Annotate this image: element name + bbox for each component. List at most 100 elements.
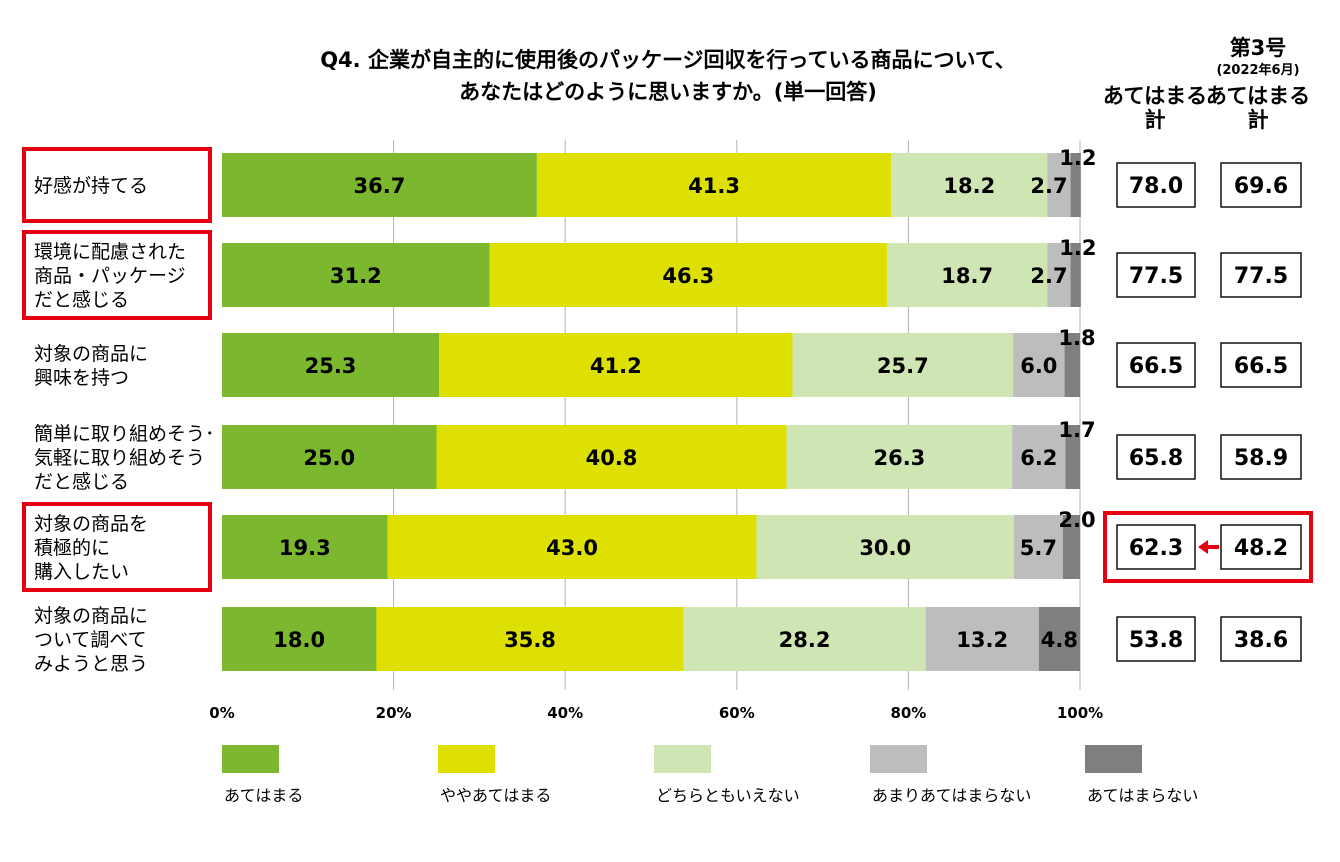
bar-segment bbox=[786, 425, 1013, 489]
data-label: 18.7 bbox=[941, 264, 993, 288]
data-label: 25.0 bbox=[303, 446, 355, 470]
legend-swatch bbox=[870, 745, 927, 773]
category-label: 商品・パッケージ bbox=[34, 265, 186, 287]
x-tick-label: 100% bbox=[1057, 704, 1103, 722]
highlight-box bbox=[22, 502, 212, 592]
bar-segment bbox=[376, 607, 684, 671]
current-total-value: 78.0 bbox=[1129, 174, 1183, 199]
data-label: 46.3 bbox=[662, 264, 714, 288]
data-label: 25.7 bbox=[877, 354, 929, 378]
data-label: 36.7 bbox=[354, 174, 406, 198]
highlight-box bbox=[22, 147, 212, 223]
current-total-value: 77.5 bbox=[1129, 264, 1183, 289]
x-tick-label: 60% bbox=[719, 704, 755, 722]
bar-segment bbox=[756, 515, 1014, 579]
legend-swatch bbox=[222, 745, 279, 773]
category-label: 環境に配慮された bbox=[34, 241, 186, 263]
highlight-box bbox=[1103, 511, 1313, 583]
bar-segment bbox=[1012, 425, 1066, 489]
prev-issue-label: 第3号 bbox=[1230, 36, 1287, 60]
current-total-box bbox=[1116, 434, 1196, 480]
bar-segment bbox=[1065, 425, 1080, 489]
x-tick-label: 0% bbox=[209, 704, 234, 722]
x-axis-ticks: 0% 20% 40% 60% 80% 100% bbox=[209, 704, 1103, 722]
data-label: 6.2 bbox=[1020, 446, 1057, 470]
category-label: みようと思う bbox=[34, 653, 148, 675]
data-label: 1.7 bbox=[1058, 418, 1095, 442]
prev-total-header: 計 bbox=[1248, 108, 1269, 132]
data-label: 31.2 bbox=[330, 264, 382, 288]
data-label: 41.2 bbox=[590, 354, 642, 378]
gridlines bbox=[393, 140, 1081, 690]
bar-segment bbox=[1047, 153, 1071, 217]
bar-segment bbox=[1062, 515, 1080, 579]
bar-segment bbox=[891, 153, 1048, 217]
highlight-box bbox=[22, 230, 212, 320]
current-total-value: 53.8 bbox=[1129, 628, 1183, 653]
current-total-value: 66.5 bbox=[1129, 354, 1183, 379]
x-tick-label: 20% bbox=[376, 704, 412, 722]
bar-segment bbox=[222, 153, 537, 217]
current-total-value: 65.8 bbox=[1129, 446, 1183, 471]
data-label: 35.8 bbox=[504, 628, 556, 652]
data-label: 30.0 bbox=[859, 536, 911, 560]
category-label: 対象の商品を bbox=[34, 513, 148, 535]
data-label: 18.0 bbox=[273, 628, 325, 652]
bar-segment bbox=[489, 243, 887, 307]
prev-total-box bbox=[1220, 616, 1302, 662]
prev-issue-date: (2022年6月) bbox=[1216, 62, 1299, 78]
legend-swatch bbox=[1085, 745, 1142, 773]
bar-segment bbox=[1013, 333, 1065, 397]
category-label: 対象の商品に bbox=[34, 605, 148, 627]
data-label: 2.7 bbox=[1030, 174, 1067, 198]
bar-segment bbox=[439, 333, 793, 397]
chart-title: Q4. 企業が自主的に使用後のパッケージ回収を行っている商品について、あなたはど… bbox=[320, 48, 1016, 104]
data-label: 28.2 bbox=[779, 628, 831, 652]
legend-label: あてはまる bbox=[224, 786, 303, 805]
title-line: Q4. 企業が自主的に使用後のパッケージ回収を行っている商品について、 bbox=[320, 48, 1016, 72]
data-label: 26.3 bbox=[873, 446, 925, 470]
bar-segment bbox=[222, 515, 388, 579]
prev-total-header: あてはまる bbox=[1206, 84, 1310, 108]
category-label: だと感じる bbox=[34, 289, 129, 311]
prev-total-value: 58.9 bbox=[1234, 446, 1288, 471]
legend-label: あてはまらない bbox=[1087, 786, 1198, 805]
x-tick-label: 80% bbox=[890, 704, 926, 722]
category-label: ついて調べて bbox=[34, 629, 147, 651]
bar-segment bbox=[222, 607, 377, 671]
data-label: 1.8 bbox=[1058, 326, 1095, 350]
current-total-box bbox=[1116, 162, 1196, 208]
trend-arrow-head bbox=[1198, 540, 1208, 554]
data-label: 25.3 bbox=[305, 354, 357, 378]
totals-column: 78.0 69.6 77.5 77.5 66.5 66.5 65.8 58.9 62.3 48.2… bbox=[1103, 162, 1313, 662]
bar-segment bbox=[683, 607, 926, 671]
data-label: 4.8 bbox=[1041, 628, 1078, 652]
bar-segment bbox=[1064, 333, 1080, 397]
legend-label: どちらともいえない bbox=[656, 786, 800, 805]
category-label: 積極的に bbox=[34, 537, 110, 559]
current-total-box bbox=[1116, 616, 1196, 662]
legend-swatch bbox=[654, 745, 711, 773]
category-label: 簡単に取り組めそう･ bbox=[34, 423, 215, 445]
category-label: 気軽に取り組めそう bbox=[34, 447, 205, 469]
current-total-box bbox=[1116, 342, 1196, 388]
data-label: 19.3 bbox=[279, 536, 331, 560]
current-total-box bbox=[1116, 252, 1196, 298]
data-label: 43.0 bbox=[546, 536, 598, 560]
category-label: 好感が持てる bbox=[34, 175, 148, 197]
data-label: 1.2 bbox=[1059, 236, 1096, 260]
prev-total-value: 69.6 bbox=[1234, 174, 1288, 199]
prev-total-box bbox=[1220, 524, 1302, 570]
bar-segment bbox=[792, 333, 1014, 397]
data-label: 13.2 bbox=[956, 628, 1008, 652]
bar-segment bbox=[1070, 243, 1081, 307]
bar-segment bbox=[886, 243, 1048, 307]
x-tick-label: 40% bbox=[547, 704, 583, 722]
data-label: 6.0 bbox=[1020, 354, 1057, 378]
category-label: だと感じる bbox=[34, 471, 129, 493]
category-label: 興味を持つ bbox=[34, 367, 129, 389]
title-line: あなたはどのように思いますか。(単一回答) bbox=[459, 80, 877, 104]
bar-segment bbox=[925, 607, 1039, 671]
legend-label: ややあてはまる bbox=[440, 786, 551, 805]
bar-segment bbox=[1047, 243, 1071, 307]
